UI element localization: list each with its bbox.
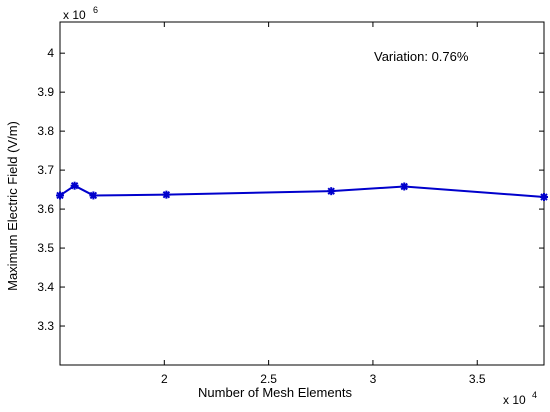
x-tick-label: 2 — [161, 372, 168, 386]
x-axis-ticks: 2 2.5 3 3.5 — [161, 22, 486, 386]
svg-text:4: 4 — [532, 390, 537, 400]
y-tick-label: 4 — [47, 46, 54, 60]
svg-text:6: 6 — [93, 5, 98, 15]
x-tick-label: 3 — [370, 372, 377, 386]
data-point — [162, 190, 171, 199]
y-tick-label: 3.4 — [37, 280, 54, 294]
y-axis-label: Maximum Electric Field (V/m) — [5, 121, 20, 291]
data-point — [400, 182, 409, 191]
annotation-variation: Variation: 0.76% — [374, 49, 469, 64]
data-point — [89, 191, 98, 200]
y-axis-ticks: 3.3 3.4 3.5 3.6 3.7 3.8 3.9 4 — [37, 46, 544, 333]
y-tick-label: 3.6 — [37, 202, 54, 216]
y-tick-label: 3.9 — [37, 85, 54, 99]
y-tick-label: 3.5 — [37, 241, 54, 255]
x-tick-label: 3.5 — [469, 372, 486, 386]
svg-text:x 10: x 10 — [63, 8, 86, 22]
y-tick-label: 3.8 — [37, 124, 54, 138]
x-multiplier: x 10 4 — [503, 390, 537, 407]
data-point — [70, 181, 79, 190]
data-point — [540, 193, 548, 202]
plot-area — [59, 21, 545, 366]
x-tick-label: 2.5 — [260, 372, 277, 386]
y-tick-label: 3.3 — [37, 319, 54, 333]
y-multiplier: x 10 6 — [63, 5, 98, 22]
series-layer — [56, 181, 548, 202]
x-axis-label: Number of Mesh Elements — [198, 385, 352, 400]
data-point — [327, 187, 336, 196]
y-tick-label: 3.7 — [37, 163, 54, 177]
svg-text:x 10: x 10 — [503, 393, 526, 407]
data-point — [56, 191, 64, 200]
